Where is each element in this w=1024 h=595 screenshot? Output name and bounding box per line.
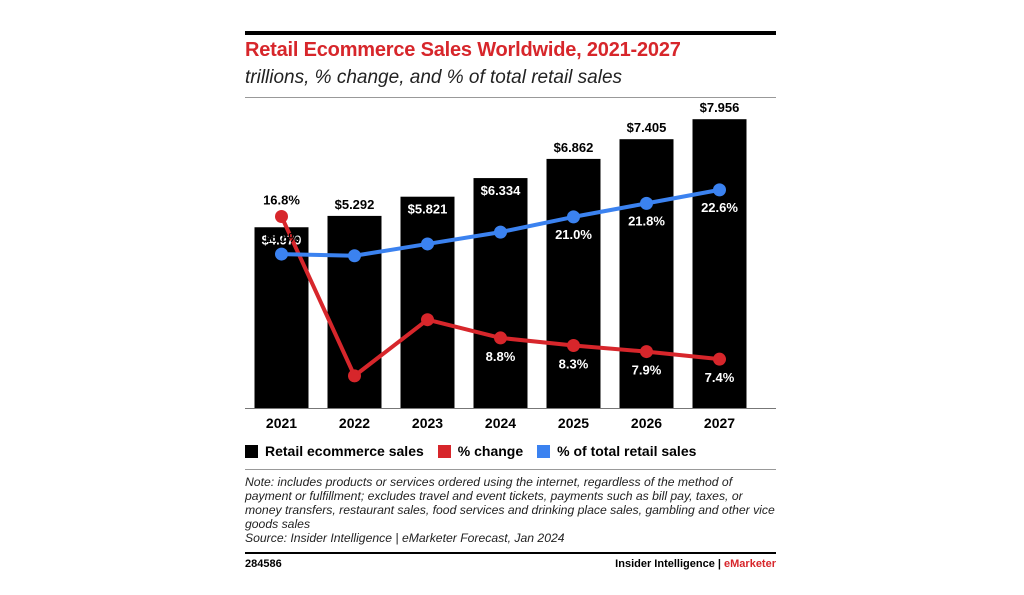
- bar: [400, 196, 455, 408]
- share-value-label: 18.8%: [263, 230, 300, 245]
- share-value-label: 20.1%: [482, 208, 519, 223]
- change-value-label: 10.0%: [409, 295, 446, 310]
- share-point: [640, 196, 653, 210]
- bottom-rule: [245, 552, 776, 554]
- legend-item-sales: Retail ecommerce sales: [245, 443, 424, 459]
- legend-item-share: % of total retail sales: [537, 443, 696, 459]
- change-value-label: 8.8%: [486, 349, 516, 364]
- x-tick-label: 2025: [558, 415, 589, 431]
- footnote: Note: includes products or services orde…: [245, 475, 776, 545]
- legend-item-change: % change: [437, 443, 524, 459]
- x-tick-label: 2027: [704, 415, 735, 431]
- legend-label-share: % of total retail sales: [557, 443, 697, 459]
- brand-credit: Insider Intelligence | eMarketer: [615, 558, 776, 570]
- change-point: [713, 352, 726, 366]
- share-point: [348, 249, 361, 263]
- x-tick-label: 2023: [412, 415, 443, 431]
- bar-value-label: $5.292: [335, 197, 375, 212]
- bar-value-label: $7.405: [627, 120, 667, 135]
- share-value-label: 18.7%: [336, 232, 373, 247]
- share-value-label: 19.4%: [409, 220, 446, 235]
- bar-value-label: $6.862: [554, 140, 594, 155]
- change-point: [640, 345, 653, 359]
- change-point: [421, 313, 434, 327]
- combo-chart: $4.979$5.292 $5.821$6.334$6.862$7.405$7.9…: [245, 100, 776, 431]
- share-value-label: 21.8%: [628, 213, 665, 228]
- legend-label-change: % change: [457, 443, 524, 459]
- bar: [546, 158, 601, 408]
- x-tick-label: 2024: [485, 415, 516, 431]
- chart-title: Retail Ecommerce Sales Worldwide, 2021-2…: [245, 39, 681, 61]
- x-tick-label: 2021: [266, 415, 297, 431]
- share-point: [567, 210, 580, 224]
- source-text: Source: Insider Intelligence | eMarketer…: [245, 531, 565, 545]
- bar-value-label: $7.956: [700, 100, 740, 115]
- chart-card: Retail Ecommerce Sales Worldwide, 2021-2…: [245, 31, 776, 576]
- chart-subtitle: trillions, % change, and % of total reta…: [245, 67, 623, 88]
- bar-value-label: $6.334: [481, 183, 522, 198]
- legend: Retail ecommerce sales % change % of tot…: [245, 441, 710, 461]
- x-tick-label: 2026: [631, 415, 662, 431]
- change-value-label: 6.3%: [340, 387, 370, 402]
- chart-id: 284586: [245, 558, 282, 570]
- change-value-label: 8.3%: [559, 357, 589, 372]
- share-value-label: 22.6%: [701, 200, 738, 215]
- bar: [619, 139, 674, 409]
- change-point: [567, 339, 580, 353]
- legend-swatch-change: [437, 444, 451, 458]
- share-point: [713, 183, 726, 197]
- legend-label-sales: Retail ecommerce sales: [265, 443, 424, 459]
- note-text: Note: includes products or services orde…: [245, 475, 775, 531]
- x-tick-label: 2022: [339, 415, 370, 431]
- bar: [473, 178, 528, 408]
- share-value-label: 21.0%: [555, 227, 592, 242]
- share-point: [494, 225, 507, 239]
- change-point: [275, 209, 288, 223]
- bar-value-label: $5.821: [408, 202, 448, 217]
- share-point: [275, 247, 288, 261]
- legend-swatch-share: [537, 444, 551, 458]
- change-value-label: 16.8%: [263, 192, 300, 207]
- header-divider: [245, 97, 776, 98]
- change-point: [494, 331, 507, 345]
- note-divider: [245, 469, 776, 470]
- share-point: [421, 237, 434, 251]
- change-value-label: 7.4%: [705, 370, 735, 385]
- brand-main: Insider Intelligence |: [615, 558, 725, 570]
- legend-swatch-sales: [245, 444, 258, 458]
- change-point: [348, 369, 361, 383]
- brand-accent: eMarketer: [724, 558, 776, 570]
- top-rule: [245, 31, 776, 35]
- change-value-label: 7.9%: [632, 363, 662, 378]
